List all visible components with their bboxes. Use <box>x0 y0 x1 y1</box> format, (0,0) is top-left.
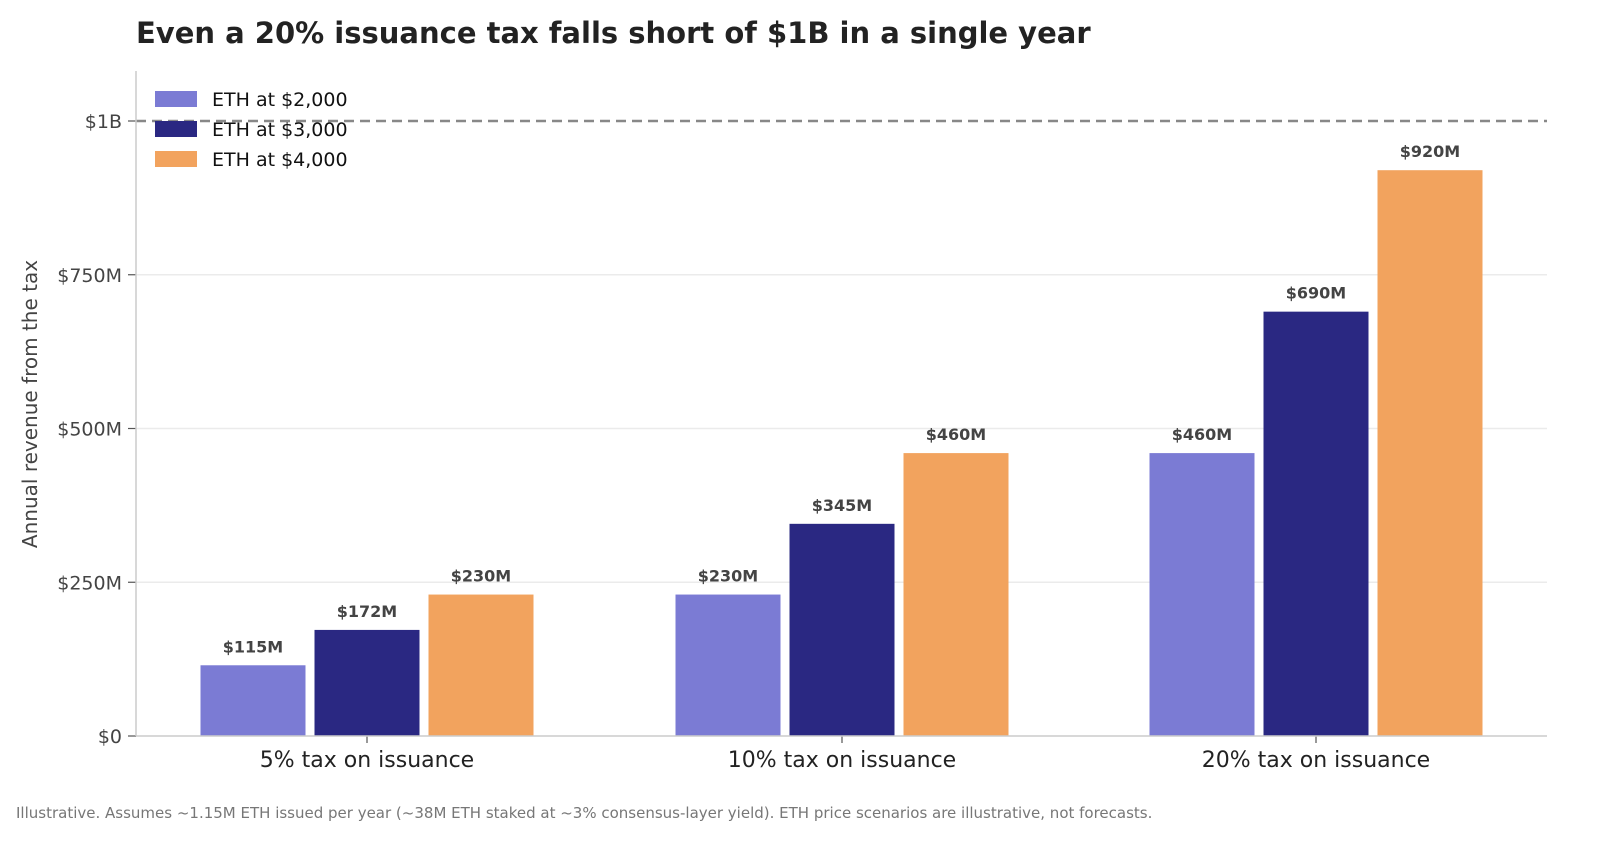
legend-swatch <box>155 121 197 137</box>
bar <box>1377 170 1483 736</box>
footnote: Illustrative. Assumes ~1.15M ETH issued … <box>16 804 1153 822</box>
y-tick-label: $0 <box>98 726 122 748</box>
x-category-label: 5% tax on issuance <box>260 748 474 773</box>
data-label: $920M <box>1400 142 1460 161</box>
data-label: $690M <box>1286 284 1346 303</box>
bar <box>789 523 895 736</box>
chart-title: Even a 20% issuance tax falls short of $… <box>136 16 1091 50</box>
y-tick-label: $750M <box>57 265 122 287</box>
y-tick-label: $250M <box>57 572 122 594</box>
bars <box>200 170 1483 736</box>
legend-label: ETH at $4,000 <box>212 149 348 171</box>
y-axis-title: Annual revenue from the tax <box>18 260 42 548</box>
data-label: $172M <box>337 602 397 621</box>
bar <box>675 594 781 736</box>
y-tick-label: $500M <box>57 419 122 441</box>
y-tick-label: $1B <box>85 111 122 133</box>
data-label: $460M <box>1172 425 1232 444</box>
data-label: $230M <box>698 567 758 586</box>
legend-swatch <box>155 91 197 107</box>
legend-swatch <box>155 151 197 167</box>
bar <box>314 629 420 736</box>
x-category-label: 10% tax on issuance <box>728 748 956 773</box>
bar <box>1149 453 1255 736</box>
x-category-label: 20% tax on issuance <box>1202 748 1430 773</box>
bar <box>903 453 1009 736</box>
data-label: $230M <box>451 567 511 586</box>
data-label: $345M <box>812 496 872 515</box>
legend-label: ETH at $3,000 <box>212 119 348 141</box>
data-labels: $115M $172M $230M $230M $345M $460M $460M $690M… <box>223 142 1460 656</box>
legend-label: ETH at $2,000 <box>212 89 348 111</box>
axes: $0 $250M $500M $750M $1B 5% tax on issuance 10… <box>57 71 1547 773</box>
bar <box>428 594 534 736</box>
bar <box>200 665 306 736</box>
data-label: $115M <box>223 637 283 656</box>
data-label: $460M <box>926 425 986 444</box>
bar <box>1263 311 1369 736</box>
legend: ETH at $2,000 ETH at $3,000 ETH at $4,000 <box>155 89 348 171</box>
